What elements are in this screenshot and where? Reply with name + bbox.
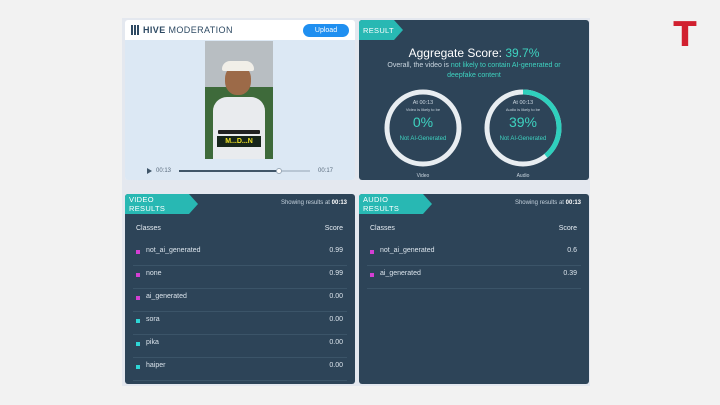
audio-percent: 39% [508, 114, 538, 130]
class-name: not_ai_generated [146, 247, 201, 254]
audio-results-tag: AUDIO RESULTS [359, 194, 432, 214]
aggregate-summary: Overall, the video is not likely to cont… [387, 62, 561, 79]
hive-logo-icon [131, 25, 139, 35]
audio-results-panel: AUDIO RESULTS Showing results at 00:13 C… [359, 194, 589, 384]
class-color-swatch [136, 273, 140, 277]
video-table-header: Classes Score [136, 225, 343, 232]
video-gauge-label: Video [416, 173, 430, 179]
upload-button[interactable]: Upload [303, 23, 349, 37]
class-score: 0.39 [563, 270, 577, 277]
table-row: not_ai_generated 0.99 [125, 243, 355, 266]
result-tag: RESULT [359, 20, 403, 40]
audio-results-table: not_ai_generated 0.6 ai_generated 0.39 [359, 243, 589, 289]
table-row: none 0.99 [125, 266, 355, 289]
video-controls: 00:13 00:17 [125, 164, 355, 178]
hive-brand: HIVE MODERATION [143, 25, 233, 35]
table-row: sora 0.00 [125, 312, 355, 335]
class-color-swatch [136, 296, 140, 300]
video-stage: M...D...N [125, 40, 355, 180]
brand-t-logo: T [673, 15, 697, 55]
aggregate-score: Aggregate Score: 39.7% [408, 46, 540, 60]
video-results-tag: VIDEO RESULTS [125, 194, 198, 214]
video-player[interactable]: M...D...N [205, 41, 273, 159]
table-row: not_ai_generated 0.6 [359, 243, 589, 266]
class-color-swatch [136, 365, 140, 369]
table-row: ai_generated 0.00 [125, 289, 355, 312]
play-icon[interactable] [147, 168, 152, 174]
audio-showing-time: Showing results at 00:13 [514, 200, 581, 206]
current-time: 00:13 [156, 168, 172, 174]
audio-gauge-label: Audio [516, 173, 530, 179]
table-row: haiper 0.00 [125, 358, 355, 381]
seek-bar[interactable] [179, 168, 310, 174]
class-color-swatch [136, 319, 140, 323]
hive-video-panel: HIVE MODERATION Upload M...D...N 00:13 0… [125, 20, 355, 180]
class-name: haiper [146, 362, 166, 369]
class-score: 0.00 [329, 339, 343, 346]
class-name: not_ai_generated [380, 247, 435, 254]
class-name: ai_generated [380, 270, 421, 277]
class-name: pika [146, 339, 159, 346]
class-color-swatch [370, 250, 374, 254]
class-color-swatch [136, 250, 140, 254]
class-name: none [146, 270, 162, 277]
video-caption: M...D...N [217, 136, 261, 147]
video-showing-time: Showing results at 00:13 [280, 200, 347, 206]
class-score: 0.99 [329, 247, 343, 254]
class-name: sora [146, 316, 160, 323]
result-panel: RESULT Aggregate Score: 39.7% Overall, t… [359, 20, 589, 180]
class-score: 0.00 [329, 316, 343, 323]
video-verdict: Not AI-Generated [399, 136, 447, 142]
table-row: pika 0.00 [125, 335, 355, 358]
seek-handle[interactable] [275, 168, 282, 174]
class-score: 0.99 [329, 270, 343, 277]
class-name: ai_generated [146, 293, 187, 300]
audio-gauge: At 00:13 Audio is likely to be 39% Not A… [483, 88, 563, 180]
duration: 00:17 [317, 168, 333, 174]
class-color-swatch [370, 273, 374, 277]
seek-progress [179, 170, 279, 172]
video-gauge: At 00:13 Video is likely to be 0% Not AI… [383, 88, 463, 180]
video-percent: 0% [412, 114, 434, 130]
audio-verdict: Not AI-Generated [499, 136, 547, 142]
class-score: 0.00 [329, 362, 343, 369]
class-score: 0.6 [567, 247, 577, 254]
class-score: 0.00 [329, 293, 343, 300]
audio-table-header: Classes Score [370, 225, 577, 232]
video-results-panel: VIDEO RESULTS Showing results at 00:13 C… [125, 194, 355, 384]
video-results-table: not_ai_generated 0.99 none 0.99 ai_generated… [125, 243, 355, 381]
hive-header: HIVE MODERATION Upload [125, 20, 355, 40]
class-color-swatch [136, 342, 140, 346]
table-row: ai_generated 0.39 [359, 266, 589, 289]
